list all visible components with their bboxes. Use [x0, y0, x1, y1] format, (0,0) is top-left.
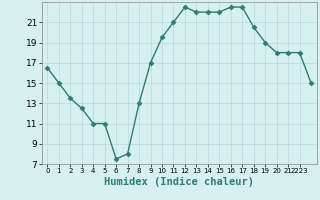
X-axis label: Humidex (Indice chaleur): Humidex (Indice chaleur)	[104, 177, 254, 187]
